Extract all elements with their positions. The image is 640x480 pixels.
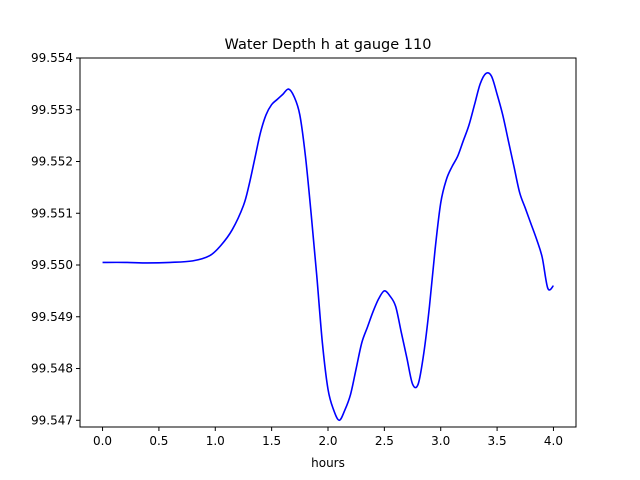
y-tick-label: 99.554 [31, 51, 73, 65]
x-tick-label: 1.0 [206, 434, 225, 448]
x-tick-label: 2.0 [318, 434, 337, 448]
chart-title: Water Depth h at gauge 110 [225, 37, 432, 53]
x-tick-label: 3.5 [488, 434, 507, 448]
x-tick-label: 1.5 [262, 434, 281, 448]
series-line-layer [102, 72, 555, 422]
x-axis: 0.0 0.5 1.0 1.5 2.0 2.5 3.0 3.5 4.0 [93, 427, 563, 448]
y-tick-label: 99.551 [31, 206, 73, 220]
y-tick-label: 99.552 [31, 155, 73, 169]
series-line-0 [102, 72, 555, 422]
y-tick-label: 99.553 [31, 103, 73, 117]
x-tick-label: 2.5 [375, 434, 394, 448]
y-axis: 99.547 99.548 99.549 99.550 99.551 99.552 99.5… [31, 51, 80, 427]
x-tick-label: 0.0 [93, 434, 112, 448]
x-tick-label: 0.5 [149, 434, 168, 448]
y-tick-label: 99.550 [31, 258, 73, 272]
x-tick-label: 3.0 [431, 434, 450, 448]
y-tick-label: 99.547 [31, 413, 73, 427]
x-tick-label: 4.0 [544, 434, 563, 448]
y-tick-label: 99.549 [31, 310, 73, 324]
y-tick-label: 99.548 [31, 362, 73, 376]
x-axis-label: hours [311, 456, 345, 470]
